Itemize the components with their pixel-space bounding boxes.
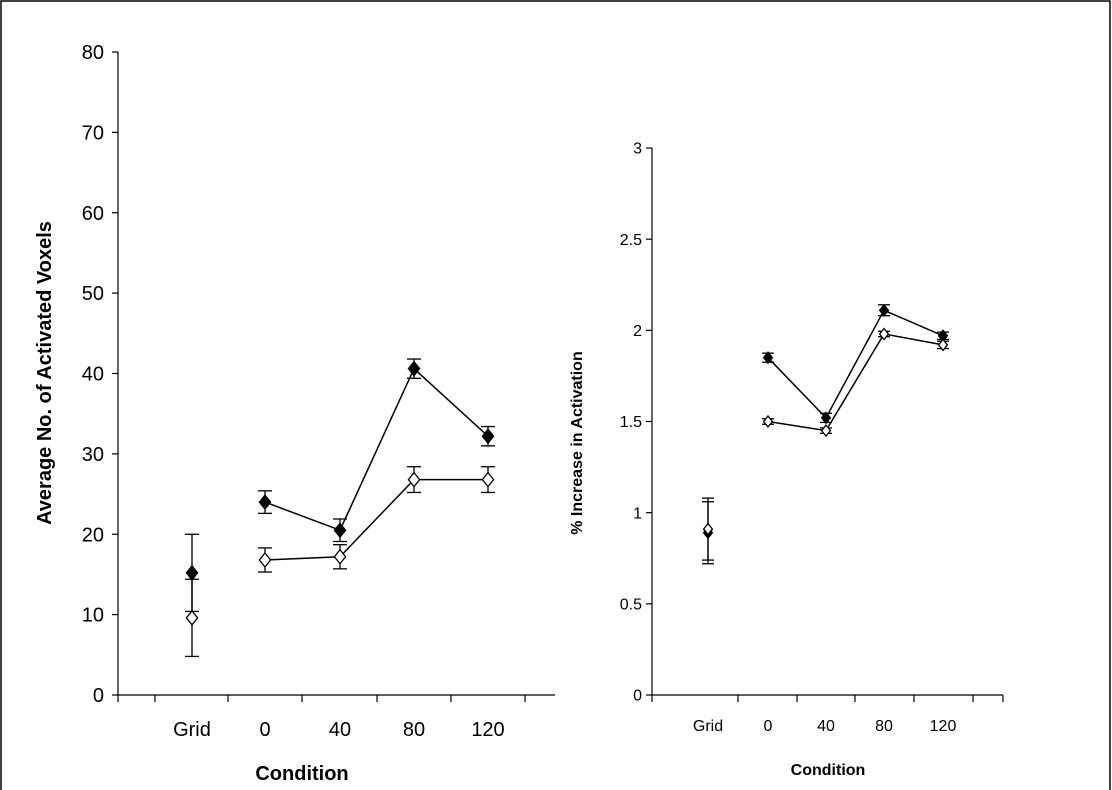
right-yticks: 0 0.5 1 1.5 2 2.5 3 (620, 141, 652, 705)
right-x-tick-label: 40 (817, 718, 835, 735)
left-marker-filled-diamond (333, 522, 347, 539)
left-y-tick-label: 40 (82, 364, 104, 386)
left-series-open (185, 466, 495, 658)
chart-left: 0 10 20 30 40 50 60 70 80 Grid 0 40 80 120 Condition… (34, 42, 555, 785)
left-y-tick-label: 0 (93, 685, 104, 707)
right-y-tick-label: 2 (633, 323, 642, 340)
left-series-filled-line (264, 367, 489, 532)
left-y-tick-label: 60 (82, 203, 104, 225)
left-x-tick-label: 120 (471, 719, 504, 741)
left-x-tick-label: 0 (259, 719, 270, 741)
left-yticks: 0 10 20 30 40 50 60 70 80 (82, 42, 118, 707)
right-marker-open-diamond (762, 414, 774, 429)
left-y-tick-label: 10 (82, 605, 104, 627)
right-y-tick-label: 3 (633, 141, 642, 158)
right-x-tick-label: 120 (930, 718, 957, 735)
right-marker-filled-diamond (878, 303, 890, 317)
left-y-axis-title: Average No. of Activated Voxels (34, 221, 56, 525)
left-y-tick-label: 70 (82, 122, 104, 144)
right-series-open (702, 327, 949, 561)
chart-right: 0 0.5 1 1.5 2 2.5 3 Grid 0 40 80 120 Condition % I… (569, 141, 1004, 779)
left-y-tick-label: 30 (82, 444, 104, 466)
right-xticks: Grid 0 40 80 120 (651, 695, 1004, 735)
left-y-tick-label: 50 (82, 283, 104, 305)
left-marker-filled-diamond (407, 360, 421, 377)
left-marker-open-diamond (185, 609, 199, 626)
left-marker-open-diamond (407, 471, 421, 488)
left-marker-filled-diamond (258, 494, 272, 511)
right-marker-open-diamond (878, 327, 890, 341)
right-y-tick-label: 1 (633, 505, 642, 522)
right-marker-filled-diamond (820, 411, 832, 425)
right-x-tick-label: Grid (693, 718, 723, 735)
right-y-axis-title: % Increase in Activation (569, 351, 586, 534)
right-x-axis-title: Condition (791, 762, 866, 779)
left-y-tick-label: 20 (82, 524, 104, 546)
left-x-axis-title: Condition (255, 763, 348, 785)
left-x-tick-label: 80 (403, 719, 425, 741)
left-marker-open-diamond (258, 551, 272, 569)
right-y-tick-label: 1.5 (620, 414, 642, 431)
left-marker-open-diamond (481, 471, 495, 488)
left-series-open-line (264, 478, 488, 561)
right-y-tick-label: 2.5 (620, 232, 642, 249)
left-x-tick-label: Grid (173, 719, 211, 741)
right-series (702, 303, 949, 565)
right-y-tick-label: 0 (633, 688, 642, 705)
left-series-filled (185, 358, 495, 613)
right-marker-open-diamond (702, 522, 714, 536)
right-series-open-line (767, 333, 944, 432)
left-y-tick-label: 80 (82, 42, 104, 64)
left-series (185, 358, 495, 658)
right-y-tick-label: 0.5 (620, 596, 642, 613)
right-x-tick-label: 80 (875, 718, 893, 735)
right-marker-open-diamond (937, 338, 949, 352)
right-x-tick-label: 0 (764, 718, 773, 735)
left-xticks: Grid 0 40 80 120 (117, 695, 526, 741)
right-marker-open-diamond (820, 424, 832, 438)
right-series-filled-line (767, 309, 944, 420)
right-marker-filled-diamond (762, 351, 774, 365)
left-marker-filled-diamond (481, 428, 495, 445)
left-marker-open-diamond (333, 548, 347, 565)
left-x-tick-label: 40 (329, 719, 351, 741)
